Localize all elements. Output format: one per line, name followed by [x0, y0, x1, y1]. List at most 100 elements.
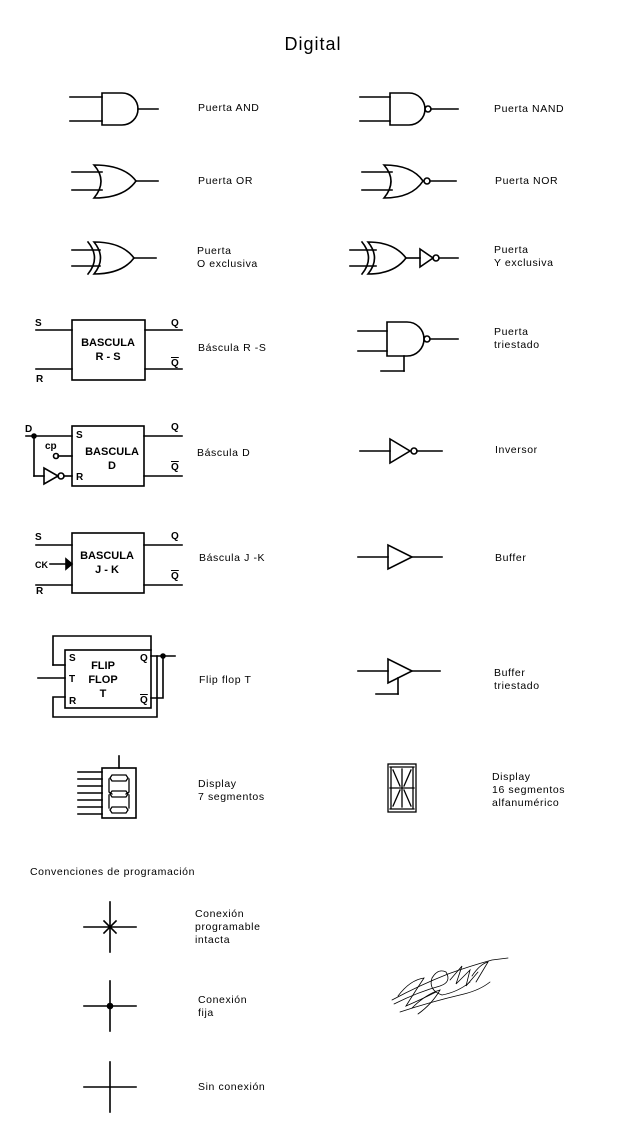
- label-intact-line2: programable: [195, 921, 261, 933]
- ft-block-line2: FLOP: [88, 674, 117, 686]
- jk-pin-s: S: [35, 532, 42, 543]
- label-display16-line3: alfanumérico: [492, 797, 560, 809]
- label-buffer-tristate-line1: Buffer: [494, 667, 526, 679]
- d-pin-s: S: [76, 430, 83, 441]
- label-and: Puerta AND: [198, 102, 259, 115]
- label-buffer: Buffer: [495, 552, 526, 565]
- rs-pin-s: S: [35, 318, 42, 329]
- xnor-gate-icon: [349, 240, 459, 276]
- or-gate-icon: [71, 164, 159, 199]
- d-pin-qn: Q: [171, 462, 179, 473]
- label-jk: Báscula J -K: [199, 552, 265, 565]
- rs-flipflop-icon: [35, 319, 183, 381]
- rs-block-subtitle: R - S: [95, 351, 120, 363]
- label-fixed-connection: Conexión fija: [198, 994, 247, 1020]
- label-xnor-line2: Y exclusiva: [494, 257, 554, 269]
- rs-pin-qn: Q: [171, 358, 179, 369]
- jk-block-title: BASCULA: [80, 550, 134, 562]
- fixed-connection-icon: [83, 980, 137, 1032]
- ft-pin-q: Q: [140, 653, 148, 664]
- label-display7-line2: 7 segmentos: [198, 791, 265, 803]
- nor-gate-icon: [361, 164, 457, 199]
- label-d-line: Báscula D: [197, 447, 251, 459]
- label-display16: Display 16 segmentos alfanumérico: [492, 771, 565, 810]
- d-block-subtitle: D: [108, 460, 116, 472]
- xor-gate-icon: [71, 240, 157, 276]
- d-block-title: BASCULA: [85, 446, 139, 458]
- label-rs: Báscula R -S: [198, 342, 266, 355]
- no-connection-icon: [83, 1061, 137, 1113]
- d-pin-cp: cp: [45, 441, 57, 452]
- label-no-connection: Sin conexión: [198, 1081, 265, 1094]
- rs-pin-q: Q: [171, 318, 179, 329]
- label-buffer-tristate: Buffer triestado: [494, 667, 540, 693]
- ft-pin-t: T: [69, 674, 75, 685]
- label-or-line: Puerta OR: [198, 175, 254, 187]
- label-tristate-gate: Puerta triestado: [494, 326, 540, 352]
- ft-block-line3: T: [100, 688, 107, 700]
- label-inverter-line: Inversor: [495, 444, 538, 456]
- jk-pin-ck: CK: [35, 560, 48, 570]
- label-nand: Puerta NAND: [494, 103, 564, 116]
- label-intact-line3: intacta: [195, 934, 231, 946]
- label-xor-line2: O exclusiva: [197, 258, 258, 270]
- buffer-tristate-icon: [357, 657, 441, 695]
- label-no-connection-line: Sin conexión: [198, 1081, 266, 1093]
- label-buffer-tristate-line2: triestado: [494, 680, 540, 692]
- label-tristate-gate-line1: Puerta: [494, 326, 529, 338]
- label-xor-line1: Puerta: [197, 245, 232, 257]
- nand-gate-icon: [359, 92, 459, 126]
- and-gate-icon: [69, 92, 159, 126]
- label-d: Báscula D: [197, 447, 250, 460]
- jk-block-subtitle: J - K: [95, 564, 119, 576]
- label-buffer-line: Buffer: [495, 552, 527, 564]
- ft-pin-s: S: [69, 653, 76, 664]
- label-inverter: Inversor: [495, 444, 538, 457]
- label-xor: Puerta O exclusiva: [197, 245, 258, 271]
- d-pin-q: Q: [171, 422, 179, 433]
- buffer-icon: [357, 543, 443, 571]
- ft-pin-qn: Q: [140, 695, 148, 706]
- page-title: Digital: [284, 34, 342, 54]
- tristate-gate-icon: [357, 321, 459, 372]
- display-16seg-icon: [387, 763, 417, 813]
- ft-pin-r: R: [69, 696, 77, 707]
- d-pin-r: R: [76, 472, 84, 483]
- label-display16-line2: 16 segmentos: [492, 784, 566, 796]
- label-flipflop-t: Flip flop T: [199, 674, 252, 687]
- display-7seg-icon: [77, 755, 137, 819]
- jk-pin-q: Q: [171, 531, 179, 542]
- jk-flipflop-icon: [35, 532, 183, 594]
- label-fixed-line2: fija: [198, 1007, 214, 1019]
- label-and-line: Puerta AND: [198, 102, 260, 114]
- label-xnor-line1: Puerta: [494, 244, 529, 256]
- jk-pin-r: R: [36, 586, 44, 597]
- label-or: Puerta OR: [198, 175, 253, 188]
- signature-icon: [391, 957, 509, 1015]
- jk-pin-qn: Q: [171, 571, 179, 582]
- label-nand-line: Puerta NAND: [494, 103, 565, 115]
- label-flipflop-t-line: Flip flop T: [199, 674, 252, 686]
- label-display7: Display 7 segmentos: [198, 778, 265, 804]
- rs-pin-r: R: [36, 374, 44, 385]
- label-display16-line1: Display: [492, 771, 531, 783]
- label-rs-line: Báscula R -S: [198, 342, 267, 354]
- label-intact-line1: Conexión: [195, 908, 245, 920]
- label-tristate-gate-line2: triestado: [494, 339, 540, 351]
- rs-block-title: BASCULA: [81, 337, 135, 349]
- inverter-icon: [359, 437, 443, 465]
- label-nor: Puerta NOR: [495, 175, 558, 188]
- label-nor-line: Puerta NOR: [495, 175, 559, 187]
- label-fixed-line1: Conexión: [198, 994, 248, 1006]
- label-intact-connection: Conexión programable intacta: [195, 908, 261, 947]
- d-pin-d: D: [25, 424, 32, 435]
- intact-connection-icon: [83, 901, 137, 953]
- conventions-heading: Convenciones de programación: [30, 866, 196, 878]
- label-jk-line: Báscula J -K: [199, 552, 266, 564]
- label-display7-line1: Display: [198, 778, 237, 790]
- d-flipflop-icon: [25, 425, 183, 487]
- label-xnor: Puerta Y exclusiva: [494, 244, 554, 270]
- t-flipflop-icon: [37, 635, 176, 718]
